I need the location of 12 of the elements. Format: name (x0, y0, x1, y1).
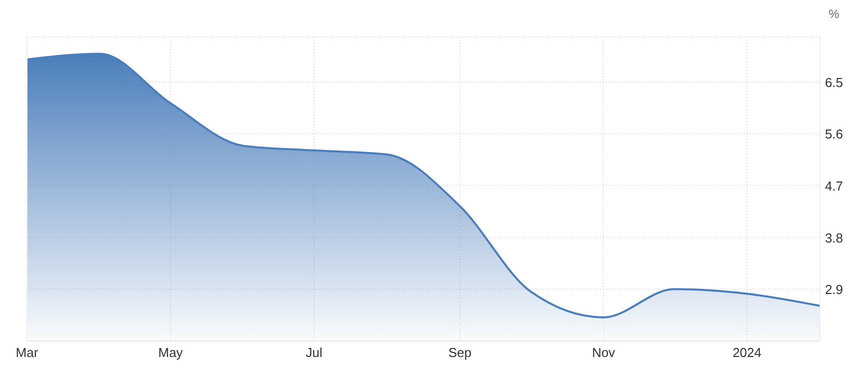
x-tick-label: Nov (592, 345, 616, 360)
x-tick-label: Sep (448, 345, 472, 360)
y-tick-label: 3.8 (824, 230, 844, 246)
y-tick-label: 6.5 (824, 74, 844, 90)
y-tick-label: 2.9 (824, 282, 844, 298)
x-tick-label: Mar (16, 345, 39, 360)
x-tick-label: May (158, 345, 184, 360)
x-tick-label: Jul (306, 345, 322, 360)
y-tick-label: 5.6 (824, 126, 844, 142)
y-tick-label: 4.7 (824, 178, 844, 194)
x-tick-label: 2024 (732, 345, 762, 360)
y-axis-title: % (828, 7, 840, 21)
